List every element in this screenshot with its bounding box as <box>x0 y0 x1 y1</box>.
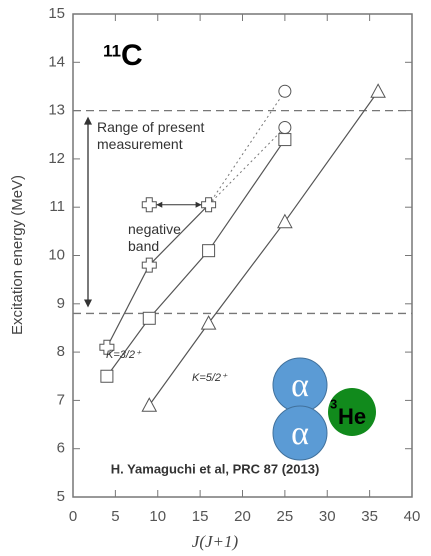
arrow-head <box>156 202 162 208</box>
arrow-head <box>196 202 202 208</box>
y-tick-label: 14 <box>48 53 65 70</box>
series-label: K=3/2⁺ <box>106 347 141 364</box>
y-tick-label: 7 <box>57 391 65 408</box>
y-tick-label: 15 <box>48 5 65 22</box>
helium-label: He <box>338 404 366 429</box>
alpha-label: α <box>291 415 309 452</box>
arrow-head <box>84 299 92 307</box>
x-tick-label: 30 <box>319 508 336 525</box>
x-tick-label: 0 <box>69 508 77 525</box>
x-tick-label: 10 <box>149 508 166 525</box>
point <box>142 398 156 411</box>
x-tick-label: 35 <box>361 508 378 525</box>
x-axis-label: J(J+1) <box>192 532 239 551</box>
series-label: K=5/2⁺ <box>192 370 227 387</box>
point <box>142 198 156 212</box>
point <box>279 122 291 134</box>
title-superscript: 11 <box>103 41 121 60</box>
x-tick-label: 40 <box>404 508 421 525</box>
x-tick-label: 15 <box>192 508 209 525</box>
y-tick-label: 10 <box>48 246 65 263</box>
y-tick-label: 6 <box>57 440 65 457</box>
chart-title: C <box>121 39 143 72</box>
point <box>202 316 216 329</box>
y-tick-label: 9 <box>57 295 65 312</box>
chart: 11 C J(J+1) Excitation energy (MeV) α α … <box>0 0 431 556</box>
arrow-head <box>84 117 92 125</box>
x-tick-label: 5 <box>111 508 119 525</box>
range-label: Range of present measurement <box>97 119 227 153</box>
x-tick-label: 20 <box>234 508 251 525</box>
x-tick-label: 25 <box>277 508 294 525</box>
page: 11 C J(J+1) Excitation energy (MeV) α α … <box>0 0 431 556</box>
point <box>371 84 385 97</box>
point <box>101 370 113 382</box>
point <box>279 85 291 97</box>
point <box>278 215 292 228</box>
alpha-label: α <box>291 367 309 404</box>
series-label: negative band <box>128 221 198 255</box>
y-tick-label: 11 <box>49 198 65 215</box>
citation: H. Yamaguchi et al, PRC 87 (2013) <box>111 461 320 476</box>
y-tick-label: 13 <box>48 102 65 119</box>
point <box>143 312 155 324</box>
y-tick-label: 12 <box>48 150 65 167</box>
helium-mass: 3 <box>330 396 337 411</box>
y-tick-label: 8 <box>57 343 65 360</box>
point <box>203 245 215 257</box>
point <box>279 134 291 146</box>
y-tick-label: 5 <box>57 488 65 505</box>
y-axis-label: Excitation energy (MeV) <box>9 175 26 335</box>
